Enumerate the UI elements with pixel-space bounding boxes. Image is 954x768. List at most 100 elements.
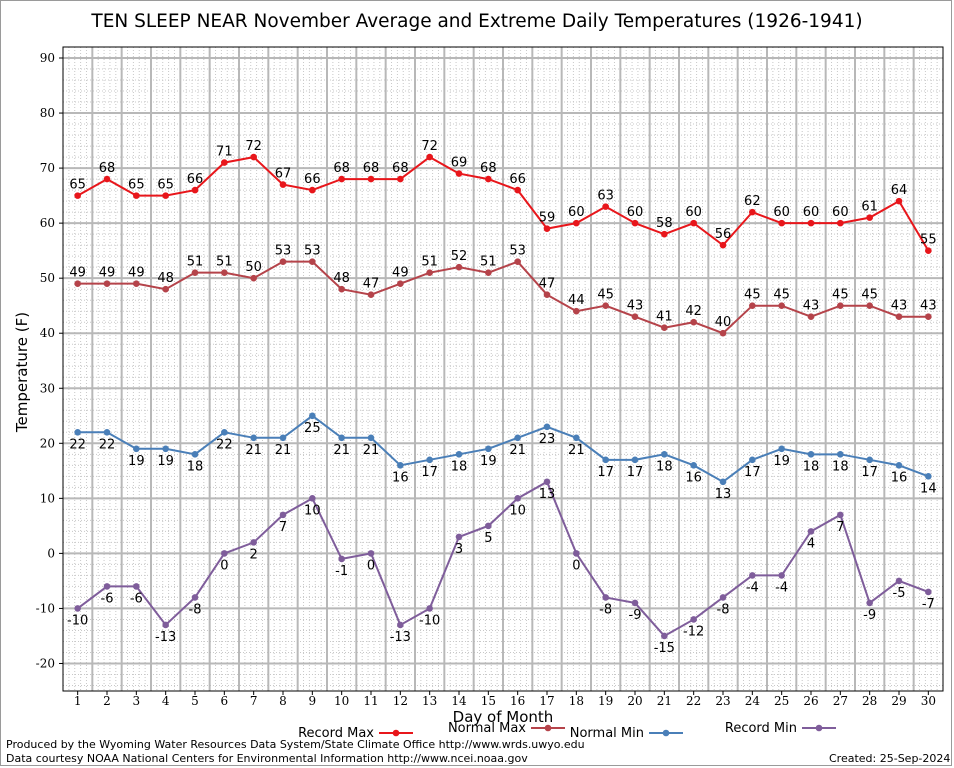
x-tick-label: 5: [191, 694, 199, 708]
normal-max-point: [631, 313, 639, 321]
normal-min-data-label: 17: [861, 465, 878, 480]
normal-min-data-label: 23: [539, 432, 556, 447]
x-tick-label: 14: [451, 694, 467, 708]
normal-min-point: [719, 478, 727, 486]
record-min-point: [133, 583, 140, 590]
record-min-point: [749, 572, 756, 579]
x-tick-label: 12: [393, 694, 408, 708]
record-min-data-label: -9: [629, 608, 642, 623]
normal-max-data-label: 48: [333, 271, 350, 286]
x-tick-label: 22: [686, 694, 701, 708]
record-max-data-label: 68: [480, 161, 497, 176]
normal-max-data-label: 52: [451, 249, 468, 264]
normal-max-point: [837, 302, 844, 310]
normal-min-data-label: 21: [333, 443, 350, 458]
y-tick-label: 80: [40, 106, 55, 120]
normal-max-point: [719, 329, 727, 337]
normal-min-point: [338, 434, 345, 442]
record-max-data-label: 68: [392, 161, 409, 176]
normal-max-data-label: 51: [216, 255, 233, 270]
record-max-point: [426, 153, 433, 161]
normal-max-point: [543, 291, 551, 298]
normal-min-data-label: 17: [421, 465, 438, 480]
record-min-data-label: 0: [220, 558, 228, 573]
normal-min-point: [426, 456, 433, 464]
normal-max-data-label: 50: [245, 260, 262, 275]
normal-max-point: [162, 285, 169, 293]
normal-min-data-label: 21: [568, 443, 585, 458]
legend-label-normal-max: Normal Max: [448, 721, 526, 736]
normal-max-data-label: 43: [891, 299, 908, 314]
normal-max-data-label: 47: [363, 277, 380, 292]
record-min-data-label: -10: [419, 613, 440, 628]
y-tick-label: 20: [40, 436, 55, 450]
record-max-data-label: 65: [128, 178, 145, 193]
record-min-data-label: -8: [717, 602, 730, 617]
record-max-point: [661, 230, 668, 238]
normal-max-point: [397, 280, 404, 287]
record-max-point: [74, 192, 81, 199]
record-max-point: [485, 175, 492, 183]
normal-min-line: [77, 414, 929, 484]
record-min-data-label: -4: [775, 580, 788, 595]
record-min-point: [250, 539, 257, 546]
normal-max-data-label: 45: [597, 288, 614, 303]
record-min-point: [397, 621, 404, 629]
record-min-data-label: -15: [654, 641, 675, 656]
normal-min-data-label: 13: [715, 487, 732, 502]
normal-max-data-label: 53: [304, 244, 321, 259]
y-tick-label: 50: [40, 271, 55, 285]
x-axis-label: Day of Month: [453, 708, 554, 726]
x-tick-label: 18: [569, 694, 584, 708]
normal-min-point: [279, 434, 287, 442]
record-max-data-label: 60: [627, 205, 644, 220]
record-min-data-label: 2: [250, 547, 258, 562]
record-max-data-label: 65: [69, 178, 86, 193]
normal-min-data-label: 18: [451, 459, 468, 474]
normal-max-point: [749, 302, 756, 310]
record-max-point: [895, 197, 903, 205]
x-tick-label: 21: [657, 694, 672, 708]
record-min-data-label: -10: [67, 613, 88, 628]
normal-min-point: [602, 456, 609, 464]
normal-max-data-label: 51: [187, 255, 204, 270]
normal-min-data-label: 22: [216, 437, 233, 452]
y-tick-label: 10: [40, 491, 55, 505]
record-min-data-label: -9: [863, 608, 876, 623]
record-min-point: [573, 550, 580, 557]
legend-label-normal-min: Normal Min: [570, 726, 644, 741]
normal-max-point: [133, 280, 140, 287]
record-max-data-label: 66: [304, 172, 321, 187]
record-max-data-label: 60: [803, 205, 820, 220]
normal-max-data-label: 45: [744, 288, 761, 303]
record-max-data-label: 72: [421, 139, 438, 154]
x-tick-label: 6: [221, 694, 229, 708]
x-tick-label: 7: [250, 694, 258, 708]
record-max-point: [778, 219, 785, 227]
y-tick-label: -20: [36, 656, 55, 670]
record-min-point: [162, 621, 169, 629]
legend: Record Max Normal Max Normal Min Record Min: [298, 721, 836, 741]
normal-max-data-label: 45: [861, 288, 878, 303]
x-tick-label: 25: [774, 694, 789, 708]
normal-min-point: [573, 434, 580, 442]
record-min-point: [837, 511, 844, 519]
normal-min-point: [74, 428, 81, 436]
record-max-data-label: 71: [216, 145, 233, 160]
x-tick-label: 11: [363, 694, 378, 708]
record-max-point: [162, 192, 169, 199]
x-tick-label: 13: [422, 694, 437, 708]
x-tick-label: 16: [510, 694, 525, 708]
normal-min-data-label: 21: [509, 443, 526, 458]
footer-produced-by: Produced by the Wyoming Water Resources …: [6, 738, 585, 751]
y-tick-label: 70: [40, 161, 55, 175]
chart-title: TEN SLEEP NEAR November Average and Extr…: [90, 11, 862, 32]
record-min-point: [74, 605, 81, 612]
record-min-point: [367, 550, 375, 557]
normal-min-data-label: 19: [773, 454, 790, 469]
y-tick-label: -10: [36, 601, 55, 615]
normal-max-point: [455, 263, 463, 271]
record-min-data-label: 7: [279, 520, 287, 535]
normal-min-data-label: 21: [245, 443, 262, 458]
normal-max-data-label: 48: [157, 271, 174, 286]
